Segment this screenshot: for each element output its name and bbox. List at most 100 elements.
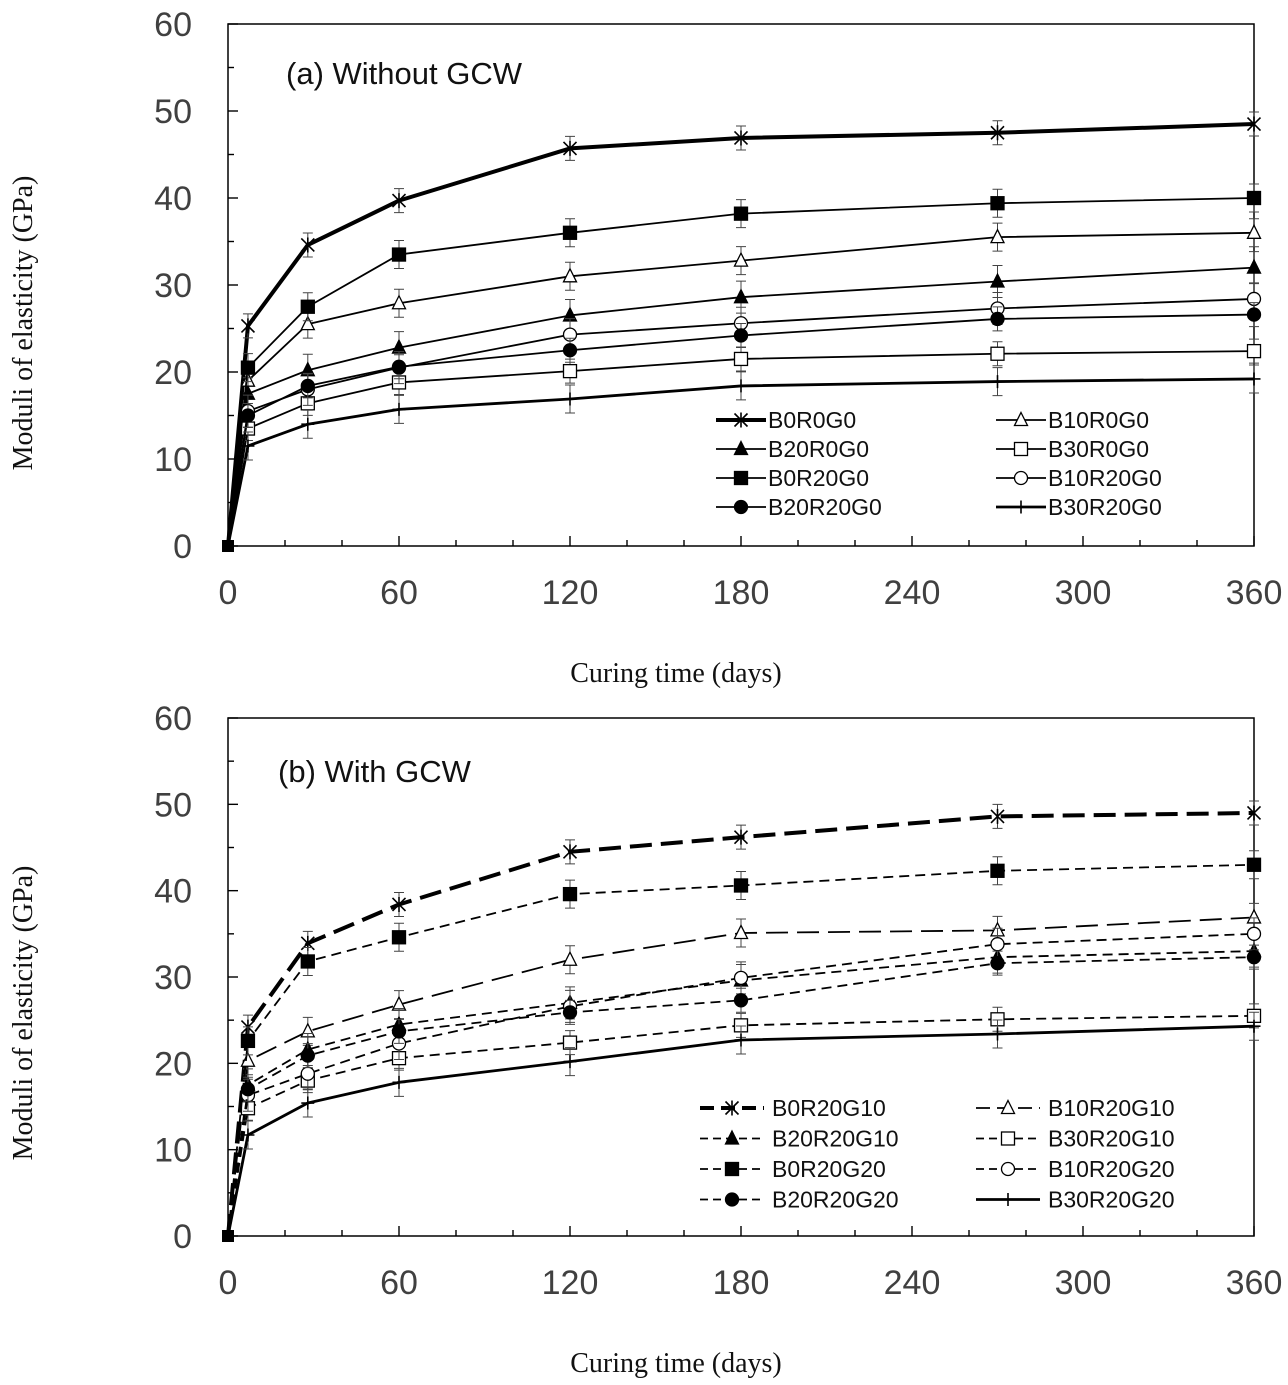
y-tick-label: 40 [154, 180, 192, 218]
data-point [240, 1051, 256, 1067]
data-point [562, 363, 578, 379]
legend-marker [733, 412, 749, 428]
data-point [733, 970, 749, 986]
x-tick-label: 60 [380, 574, 418, 612]
legend-label: B0R20G10 [772, 1095, 886, 1121]
legend-label: B0R20G0 [768, 465, 869, 491]
data-point [391, 896, 407, 912]
data-point [1246, 949, 1262, 965]
x-tick-label: 360 [1226, 574, 1283, 612]
data-point [562, 886, 578, 902]
data-point [240, 1082, 256, 1097]
legend-marker [724, 1100, 740, 1116]
data-point [241, 1128, 255, 1142]
x-tick-label: 240 [884, 574, 941, 612]
data-point [562, 140, 578, 156]
x-tick-label: 120 [542, 574, 599, 612]
data-point [990, 346, 1005, 361]
legend-marker [1013, 470, 1029, 486]
data-point [991, 375, 1004, 389]
x-tick-label: 360 [1226, 1264, 1283, 1302]
data-point [733, 288, 749, 304]
panel-title-a: (a) Without GCW [286, 56, 523, 91]
series-line-B30R20G10 [227, 1014, 1255, 1237]
series-line-B0R20G10 [226, 810, 1255, 1237]
data-point [733, 328, 749, 343]
legend-marker [1000, 1161, 1016, 1177]
legend-marker [1013, 441, 1029, 457]
y-tick-label: 30 [154, 959, 192, 997]
data-point [562, 950, 578, 966]
y-tick-label: 60 [154, 700, 192, 738]
data-point [733, 924, 749, 940]
legend-marker [1001, 1193, 1015, 1206]
x-tick-label: 300 [1055, 574, 1112, 612]
legend-label: B30R20G10 [1048, 1126, 1175, 1152]
data-point-origin [222, 1230, 234, 1242]
series-line-B20R20G0 [227, 313, 1255, 547]
data-point [990, 937, 1005, 952]
data-point [733, 878, 749, 893]
legend-label: B10R0G0 [1048, 407, 1149, 433]
data-point [391, 294, 407, 310]
data-point [733, 251, 749, 267]
data-point [240, 408, 256, 423]
data-point [391, 247, 407, 262]
data-point [991, 1027, 1004, 1041]
data-point [300, 299, 315, 314]
data-point [391, 930, 407, 945]
y-axis-title-a: Moduli of elasticity (GPa) [8, 176, 39, 471]
y-axis-title-b: Moduli of elasticity (GPa) [8, 866, 39, 1161]
legend-item: B30R0G0 [996, 436, 1149, 462]
data-point [1246, 307, 1262, 322]
legend-label: B30R0G0 [1048, 436, 1149, 462]
y-tick-label: 40 [154, 873, 192, 911]
series-line-B10R20G0 [227, 298, 1255, 547]
legend-label: B10R20G10 [1048, 1095, 1175, 1121]
data-point [391, 193, 407, 209]
legend-marker [724, 1161, 740, 1177]
legend-item: B30R20G10 [976, 1126, 1175, 1152]
series-line-B0R20G0 [227, 197, 1255, 547]
data-point [734, 379, 748, 393]
y-tick-label: 30 [154, 267, 192, 305]
data-point [990, 311, 1005, 327]
legend-item: B10R20G20 [976, 1156, 1175, 1182]
data-point [300, 954, 315, 969]
data-point [300, 315, 316, 331]
data-point [990, 863, 1005, 878]
data-point [733, 130, 749, 146]
legend-label: B20R20G20 [772, 1187, 899, 1213]
x-tick-label: 0 [219, 574, 238, 612]
data-point [734, 1033, 748, 1047]
legend-marker [1000, 1131, 1016, 1146]
x-tick-label: 300 [1055, 1264, 1112, 1302]
panel-title-b: (b) With GCW [278, 754, 472, 789]
data-point [733, 351, 749, 367]
legend-item: B20R20G10 [700, 1126, 899, 1152]
data-point [562, 225, 578, 240]
data-point [301, 417, 315, 431]
data-point [733, 829, 749, 845]
data-point [300, 237, 315, 253]
data-point [562, 1005, 578, 1020]
data-point [391, 359, 407, 374]
data-point [300, 1048, 315, 1063]
series-line-B20R0G0 [227, 266, 1255, 547]
legend-label: B10R20G20 [1048, 1156, 1175, 1182]
series-B10R20G10 [222, 902, 1262, 1242]
data-point [1246, 343, 1262, 359]
legend-item: B10R20G0 [996, 465, 1162, 491]
x-tick-label: 180 [713, 1264, 770, 1302]
legend-item: B0R20G20 [700, 1156, 886, 1182]
x-axis-title-b: Curing time (days) [570, 1348, 782, 1379]
legend-item: B20R0G0 [716, 436, 869, 462]
data-point [1246, 190, 1262, 206]
series-line-B10R0G0 [227, 231, 1255, 547]
x-tick-label: 0 [219, 1264, 238, 1302]
legend-item: B0R20G10 [700, 1095, 886, 1121]
data-point [300, 378, 315, 394]
series-line-B0R20G20 [227, 863, 1255, 1237]
data-point [990, 808, 1005, 824]
legend-item: B20R20G20 [700, 1187, 899, 1213]
